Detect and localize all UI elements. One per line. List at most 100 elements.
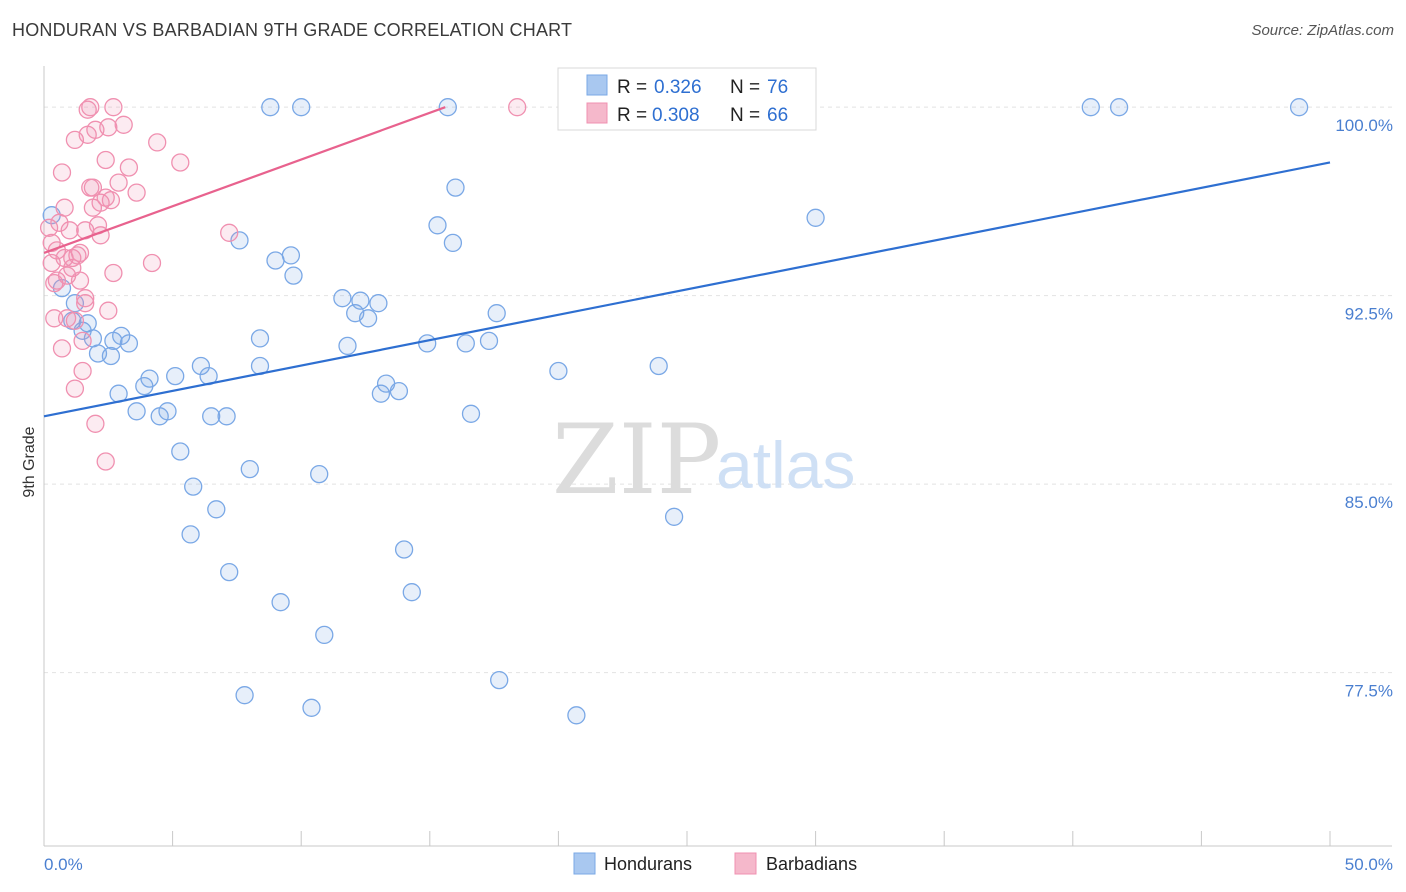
point-barbadians-23 — [73, 361, 92, 381]
point-hondurans-55 — [438, 98, 457, 117]
point-hondurans-61 — [487, 304, 506, 323]
series-legend: Hondurans Barbadians — [573, 852, 857, 875]
point-hondurans-38 — [292, 98, 311, 117]
axes-layer — [43, 66, 1392, 847]
point-barbadians-30 — [81, 98, 100, 117]
point-hondurans-36 — [281, 246, 301, 265]
point-barbadians-29 — [78, 100, 97, 119]
x-tick-label-1: 50.0% — [1345, 855, 1393, 874]
point-barbadians-50 — [127, 183, 146, 202]
y-tick-label-2: 85.0% — [1345, 493, 1393, 512]
point-hondurans-70 — [1081, 98, 1100, 117]
point-hondurans-42 — [333, 289, 352, 308]
bottom-legend-label-barbadians: Barbadians — [766, 854, 857, 874]
point-hondurans-25 — [207, 500, 226, 519]
point-hondurans-59 — [461, 404, 481, 423]
point-hondurans-40 — [310, 464, 329, 484]
point-barbadians-11 — [55, 198, 74, 217]
point-hondurans-35 — [271, 593, 290, 612]
point-barbadians-26 — [76, 294, 95, 313]
point-hondurans-24 — [202, 407, 221, 426]
point-hondurans-19 — [171, 442, 190, 461]
point-barbadians-52 — [148, 133, 167, 152]
point-barbadians-9 — [52, 339, 72, 358]
legend-n-label-2: N = — [730, 105, 760, 126]
y-axis-label: 9th Grade — [21, 426, 38, 497]
point-hondurans-58 — [456, 334, 475, 353]
point-hondurans-43 — [338, 336, 357, 356]
point-barbadians-48 — [114, 115, 133, 134]
point-barbadians-47 — [109, 173, 128, 192]
point-barbadians-44 — [101, 191, 121, 210]
point-hondurans-69 — [806, 208, 825, 227]
point-hondurans-56 — [443, 233, 463, 253]
point-hondurans-15 — [140, 369, 159, 388]
y-tick-labels: 100.0% 92.5% 85.0% 77.5% — [1335, 116, 1393, 700]
point-hondurans-41 — [315, 625, 334, 645]
point-hondurans-64 — [567, 706, 586, 725]
point-barbadians-55 — [508, 98, 527, 117]
point-barbadians-45 — [104, 263, 123, 283]
point-barbadians-21 — [70, 243, 90, 263]
point-barbadians-4 — [45, 309, 64, 328]
point-hondurans-51 — [394, 540, 414, 559]
point-barbadians-42 — [99, 301, 118, 320]
point-barbadians-40 — [96, 150, 115, 170]
point-hondurans-11 — [119, 334, 139, 353]
y-tick-label-0: 100.0% — [1335, 116, 1393, 135]
point-hondurans-39 — [302, 698, 321, 717]
point-hondurans-53 — [418, 334, 437, 353]
point-hondurans-45 — [351, 291, 370, 310]
point-hondurans-13 — [127, 402, 146, 421]
grid-layer — [44, 106, 1392, 674]
point-barbadians-6 — [47, 271, 67, 290]
point-hondurans-67 — [664, 507, 684, 526]
point-hondurans-21 — [181, 525, 200, 544]
bottom-legend-swatch-hondurans — [573, 852, 596, 875]
point-hondurans-27 — [220, 562, 239, 582]
legend-r-value-1: 0.326 — [654, 77, 702, 98]
point-barbadians-25 — [76, 289, 95, 308]
legend-swatch-barbadians — [586, 102, 608, 124]
point-hondurans-8 — [101, 346, 121, 366]
x-tick-labels: 0.0% 50.0% — [44, 855, 1393, 874]
point-hondurans-28 — [230, 231, 249, 250]
point-hondurans-47 — [369, 294, 388, 313]
y-tick-label-1: 92.5% — [1345, 305, 1393, 324]
points-layer — [39, 98, 1309, 725]
legend-r-label-1: R = — [617, 77, 647, 98]
legend-n-value-1: 76 — [767, 77, 788, 98]
point-barbadians-53 — [171, 153, 190, 172]
point-barbadians-8 — [52, 163, 72, 182]
point-barbadians-49 — [119, 158, 139, 177]
point-hondurans-48 — [371, 384, 391, 403]
point-hondurans-10 — [112, 326, 131, 346]
point-hondurans-31 — [250, 329, 270, 348]
point-hondurans-63 — [549, 361, 568, 381]
point-hondurans-18 — [166, 366, 185, 386]
point-barbadians-54 — [220, 223, 239, 242]
point-hondurans-33 — [261, 98, 280, 117]
point-hondurans-34 — [266, 251, 285, 270]
point-barbadians-32 — [83, 178, 103, 197]
point-hondurans-62 — [490, 670, 509, 690]
point-hondurans-20 — [184, 477, 203, 496]
point-barbadians-35 — [86, 414, 105, 433]
point-hondurans-29 — [235, 686, 254, 705]
point-hondurans-46 — [358, 309, 378, 328]
watermark-zip: ZIP — [552, 404, 721, 516]
point-hondurans-72 — [1289, 98, 1309, 117]
point-hondurans-52 — [402, 583, 421, 602]
point-hondurans-66 — [649, 356, 668, 376]
point-hondurans-30 — [240, 459, 259, 479]
point-barbadians-41 — [99, 118, 118, 137]
point-hondurans-17 — [158, 402, 177, 421]
point-barbadians-51 — [142, 253, 162, 273]
point-hondurans-54 — [428, 216, 447, 235]
point-hondurans-50 — [389, 381, 409, 401]
legend-r-value-2: 0.308 — [652, 105, 700, 126]
point-barbadians-24 — [73, 331, 92, 351]
point-barbadians-17 — [65, 311, 85, 330]
point-hondurans-71 — [1109, 98, 1129, 117]
